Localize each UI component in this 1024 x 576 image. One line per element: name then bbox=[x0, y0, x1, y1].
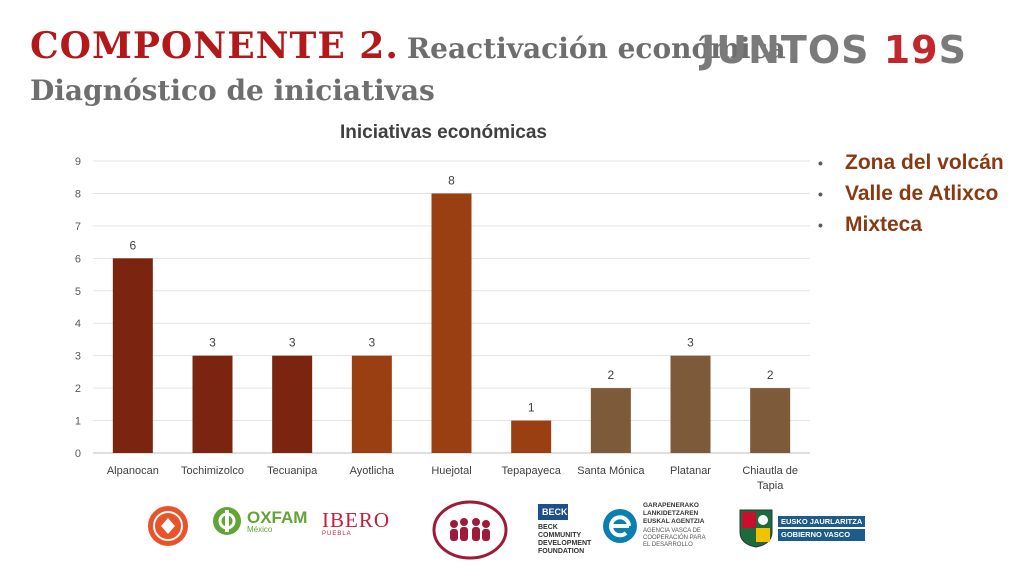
gobierno-label-1: EUSKO JAURLARITZA bbox=[778, 515, 866, 527]
x-tick-label: Ayotlicha bbox=[350, 465, 395, 477]
bar bbox=[192, 355, 233, 453]
oxfam-sublabel: México bbox=[247, 524, 273, 534]
euskal-e-icon bbox=[603, 508, 637, 543]
x-tick-label: Santa Mónica bbox=[577, 465, 645, 477]
chart-title: Iniciativas económicas bbox=[340, 122, 547, 143]
x-tick-label: Alpanocan bbox=[107, 465, 159, 477]
brand-suffix: S bbox=[938, 28, 967, 72]
gobierno-vasco-logo: EUSKO JAURLARITZA GOBIERNO VASCO bbox=[738, 508, 866, 548]
beck-badge: BECK bbox=[538, 504, 568, 520]
x-tick-label: Chiautla de Tapia bbox=[742, 465, 798, 492]
community-logo bbox=[430, 498, 510, 562]
data-label: 3 bbox=[687, 336, 694, 350]
bar bbox=[112, 258, 153, 453]
beck-logo: BECK BECK COMMUNITY DEVELOPMENT FOUNDATI… bbox=[538, 504, 596, 556]
bar bbox=[670, 355, 711, 453]
brand-number: 19 bbox=[883, 28, 939, 72]
title-line1: COMPONENTE 2. Reactivación económica bbox=[30, 28, 786, 64]
y-tick-label: 8 bbox=[75, 188, 81, 200]
bar bbox=[750, 388, 791, 453]
accion-logo bbox=[146, 504, 190, 548]
bullet-icon: • bbox=[818, 186, 823, 202]
y-tick-label: 5 bbox=[75, 286, 81, 298]
bar bbox=[590, 388, 631, 453]
page-subtitle: Diagnóstico de iniciativas bbox=[30, 74, 435, 107]
x-tick-label: Huejotal bbox=[431, 465, 471, 477]
sponsor-logos: OXFAM México IBERO PUEBLA BECK BECK COMM… bbox=[0, 498, 1024, 568]
y-tick-label: 1 bbox=[75, 416, 81, 428]
coat-of-arms-icon bbox=[739, 509, 773, 548]
region-item: • Valle de Atlixco bbox=[818, 179, 1018, 209]
data-label: 2 bbox=[767, 368, 774, 382]
data-label: 3 bbox=[209, 336, 216, 350]
y-tick-label: 2 bbox=[75, 383, 81, 395]
community-circle-icon bbox=[432, 500, 508, 560]
oxfam-label: OXFAM bbox=[247, 507, 308, 527]
ibero-logo: IBERO PUEBLA bbox=[322, 508, 390, 538]
accion-circle-icon bbox=[148, 506, 188, 546]
data-label: 2 bbox=[607, 368, 614, 382]
region-list: • Zona del volcán • Valle de Atlixco • Mixt… bbox=[818, 148, 1018, 241]
y-tick-label: 3 bbox=[75, 351, 81, 363]
region-item: • Zona del volcán bbox=[818, 148, 1018, 178]
bar bbox=[351, 355, 392, 453]
data-label: 3 bbox=[368, 336, 375, 350]
bullet-icon: • bbox=[818, 217, 823, 233]
data-label: 8 bbox=[448, 173, 455, 187]
x-tick-label: Tochimizolco bbox=[181, 465, 244, 477]
data-label: 3 bbox=[289, 336, 296, 350]
euskal-subname: AGENCIA VASCA DE COOPERACIÓN PARA EL DES… bbox=[643, 528, 706, 548]
brand-text: JUNTOS bbox=[701, 28, 870, 72]
y-tick-label: 6 bbox=[75, 253, 81, 265]
region-label: Mixteca bbox=[845, 213, 923, 236]
x-tick-label: Tepapayeca bbox=[502, 465, 562, 477]
data-label: 6 bbox=[129, 238, 136, 252]
component-title: COMPONENTE 2. bbox=[30, 25, 399, 67]
data-label: 1 bbox=[528, 401, 535, 415]
y-tick-label: 4 bbox=[75, 318, 81, 330]
euskal-name: GARAPENERAKO LANKIDETZAREN EUSKAL AGENTZ… bbox=[643, 502, 705, 525]
brand-logo: JUNTOS 19S bbox=[701, 28, 967, 72]
bar-chart: 0 1 2 3 4 5 6 7 8 9 6 Alpanocan 3 Tochimizolco 3 Tecuan… bbox=[75, 156, 810, 492]
component-subtitle: Reactivación económica bbox=[406, 32, 786, 65]
y-tick-label: 9 bbox=[75, 156, 81, 168]
gobierno-label-2: GOBIERNO VASCO bbox=[778, 529, 866, 541]
ibero-label: IBERO bbox=[322, 508, 390, 532]
euskal-agency-logo: GARAPENERAKO LANKIDETZAREN EUSKAL AGENTZ… bbox=[601, 502, 711, 549]
y-tick-label: 0 bbox=[75, 448, 81, 460]
region-item: • Mixteca bbox=[818, 210, 1018, 240]
bar bbox=[272, 355, 313, 453]
beck-name: BECK COMMUNITY DEVELOPMENT FOUNDATION bbox=[538, 524, 592, 555]
bar bbox=[431, 193, 472, 453]
ibero-sublabel: PUEBLA bbox=[322, 531, 352, 537]
x-tick-label: Tecuanipa bbox=[267, 465, 318, 477]
bar bbox=[511, 420, 552, 453]
oxfam-logo: OXFAM México bbox=[212, 506, 307, 536]
x-tick-label: Platanar bbox=[670, 465, 711, 477]
oxfam-symbol-icon bbox=[213, 507, 241, 535]
region-label: Zona del volcán bbox=[845, 151, 1004, 174]
region-label: Valle de Atlixco bbox=[845, 182, 999, 205]
bullet-icon: • bbox=[818, 155, 823, 171]
y-tick-label: 7 bbox=[75, 221, 81, 233]
